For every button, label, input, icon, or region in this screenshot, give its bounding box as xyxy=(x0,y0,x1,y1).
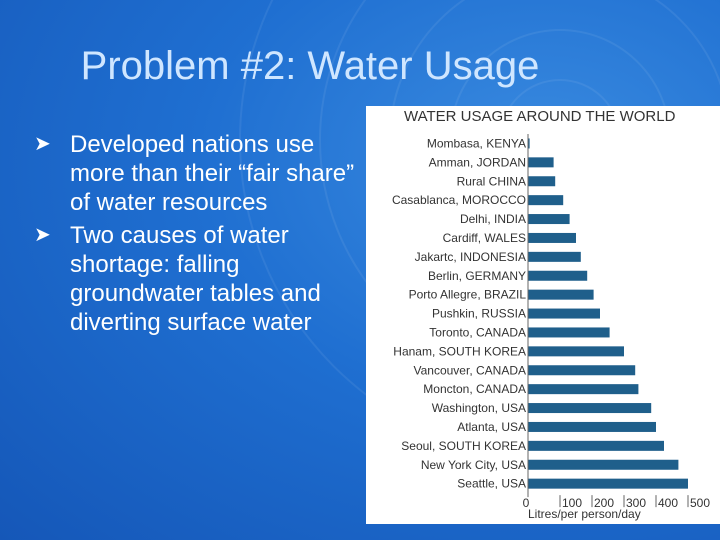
category-label: New York City, USA xyxy=(421,458,526,472)
x-tick-label: 100 xyxy=(562,496,582,510)
category-label: Pushkin, RUSSIA xyxy=(432,307,526,321)
bar xyxy=(528,384,639,395)
bar xyxy=(528,327,610,338)
bar xyxy=(528,478,688,489)
category-label: Cardiff, WALES xyxy=(443,231,526,245)
x-tick-label: 500 xyxy=(690,496,710,510)
water-usage-chart: WATER USAGE AROUND THE WORLD Mombasa, KE… xyxy=(392,108,710,521)
bar xyxy=(528,403,652,414)
bar xyxy=(528,251,581,262)
bullet-text: Developed nations use more than their “f… xyxy=(70,131,355,216)
chart-panel: WATER USAGE AROUND THE WORLD Mombasa, KE… xyxy=(366,106,720,524)
category-label: Hanam, SOUTH KOREA xyxy=(393,344,526,358)
bullet-list: ➤ Developed nations use more than their … xyxy=(18,130,363,341)
arrow-bullet-icon: ➤ xyxy=(34,224,51,246)
bar xyxy=(528,176,556,187)
arrow-bullet-icon: ➤ xyxy=(34,133,51,155)
bar xyxy=(528,440,664,451)
x-axis-label: Litres/per person/day xyxy=(528,507,641,521)
category-label: Toronto, CANADA xyxy=(429,325,526,339)
category-label: Vancouver, CANADA xyxy=(414,363,527,377)
bar xyxy=(528,346,624,357)
category-label: Washington, USA xyxy=(432,401,526,415)
bar xyxy=(528,365,636,376)
bar xyxy=(528,289,594,300)
bullet-text: Two causes of water shortage: falling gr… xyxy=(70,222,321,336)
chart-title: WATER USAGE AROUND THE WORLD xyxy=(404,108,676,125)
bar xyxy=(528,270,588,281)
category-label: Porto Allegre, BRAZIL xyxy=(409,288,527,302)
category-label: Seattle, USA xyxy=(457,477,526,491)
category-label: Moncton, CANADA xyxy=(423,382,526,396)
bar xyxy=(528,157,554,168)
slide-title: Problem #2: Water Usage xyxy=(80,44,540,88)
category-label: Seoul, SOUTH KOREA xyxy=(401,439,526,453)
category-label: Atlanta, USA xyxy=(457,420,526,434)
bar xyxy=(528,214,570,225)
x-tick-label: 200 xyxy=(594,496,614,510)
x-tick-label: 0 xyxy=(523,496,530,510)
category-label: Casablanca, MOROCCO xyxy=(392,193,526,207)
bullet-item: ➤ Two causes of water shortage: falling … xyxy=(18,221,363,337)
category-label: Jakartc, INDONESIA xyxy=(415,250,526,264)
bar xyxy=(528,308,600,319)
category-label: Amman, JORDAN xyxy=(429,155,526,169)
bar xyxy=(528,138,530,149)
category-label: Berlin, GERMANY xyxy=(428,269,526,283)
bar xyxy=(528,232,576,243)
bar xyxy=(528,421,656,432)
category-label: Mombasa, KENYA xyxy=(427,136,526,150)
category-label: Rural CHINA xyxy=(457,174,526,188)
category-label: Delhi, INDIA xyxy=(460,212,526,226)
bar xyxy=(528,195,564,206)
x-tick-label: 300 xyxy=(626,496,646,510)
bullet-item: ➤ Developed nations use more than their … xyxy=(18,130,363,217)
x-tick-label: 400 xyxy=(658,496,678,510)
bar xyxy=(528,459,679,470)
